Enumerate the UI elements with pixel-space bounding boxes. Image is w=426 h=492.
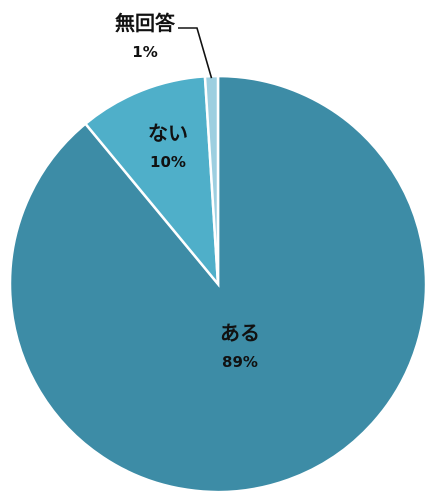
slice-percent-aru: 89% bbox=[222, 353, 258, 371]
pie-slice-nai bbox=[83, 75, 220, 288]
slice-label-nai: ない bbox=[148, 121, 188, 145]
slice-label-aru: ある bbox=[220, 321, 260, 345]
pie-labels: ある 89% ない 10% 無回答 1% bbox=[115, 11, 260, 371]
slice-percent-no-answer: 1% bbox=[132, 43, 157, 61]
slice-label-no-answer: 無回答 bbox=[115, 11, 176, 35]
pie-slices bbox=[8, 74, 426, 492]
slice-percent-nai: 10% bbox=[150, 153, 186, 171]
leader-line-no-answer bbox=[178, 27, 213, 79]
